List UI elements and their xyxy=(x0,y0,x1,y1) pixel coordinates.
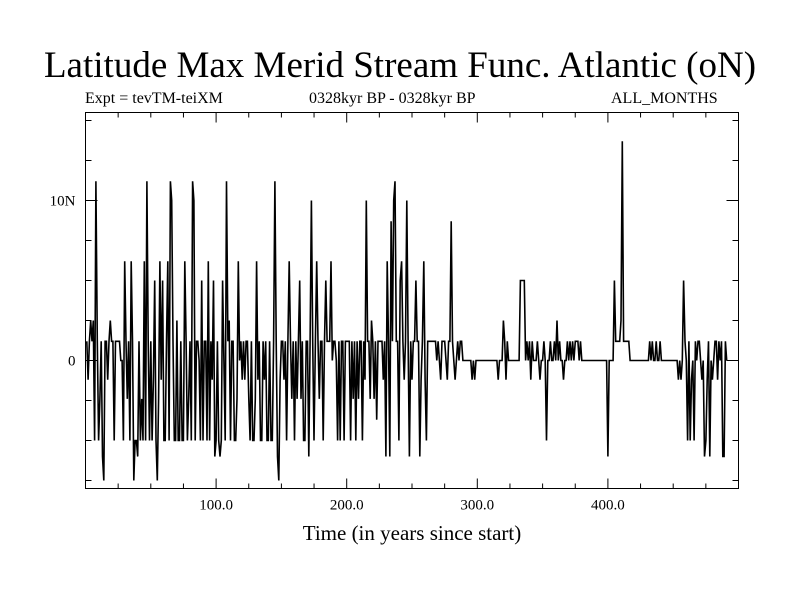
series-layer xyxy=(86,141,728,481)
period-label: 0328kyr BP - 0328kyr BP xyxy=(309,90,476,107)
x-tick-label: 400.0 xyxy=(591,498,625,514)
x-tick-label: 300.0 xyxy=(460,498,494,514)
x-tick-label: 100.0 xyxy=(199,498,233,514)
x-tick-label: 200.0 xyxy=(330,498,364,514)
y-tick-label: 0 xyxy=(68,354,76,370)
minor-ticks xyxy=(85,112,739,489)
y-tick-label: 10N xyxy=(50,194,76,210)
tick-labels: 100.0 200.0 300.0 400.0 0 10N xyxy=(50,194,625,514)
experiment-label: Expt = tevTM-teiXM xyxy=(85,90,223,107)
months-label: ALL_MONTHS xyxy=(611,90,718,107)
series-line-0 xyxy=(86,141,728,481)
chart-title: Latitude Max Merid Stream Func. Atlantic… xyxy=(43,45,757,86)
x-axis-label: Time (in years since start) xyxy=(303,521,522,545)
